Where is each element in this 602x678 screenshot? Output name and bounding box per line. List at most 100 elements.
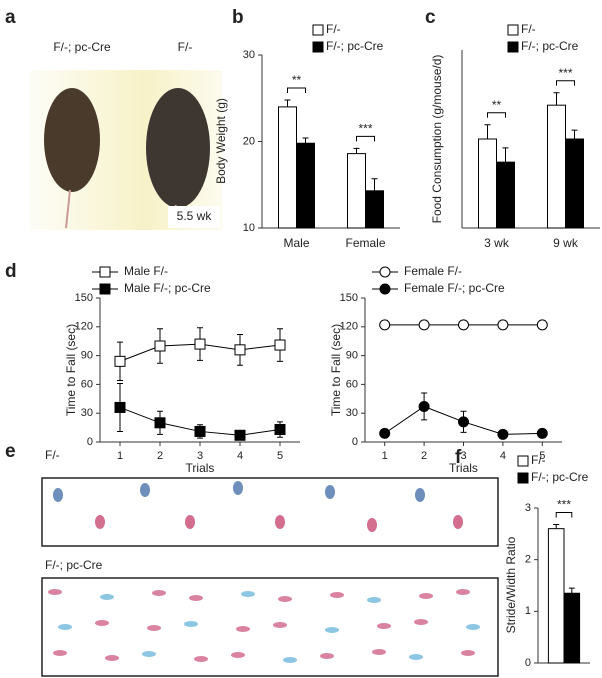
print <box>241 591 255 597</box>
point <box>114 355 126 367</box>
legend-label: Female F/-; pc-Cre <box>404 281 505 295</box>
x-tick-label: 1 <box>382 450 388 462</box>
print <box>53 488 63 502</box>
x-axis-label: Trials <box>449 461 478 475</box>
x-axis-label: Trials <box>186 461 215 475</box>
photo-age: 5.5 wk <box>177 209 213 223</box>
legend-label: F/- <box>521 22 536 36</box>
print <box>456 589 470 595</box>
point <box>114 401 126 413</box>
significance-bracket <box>555 512 573 518</box>
point <box>154 417 166 429</box>
legend-marker <box>379 266 391 278</box>
x-tick-label: 9 wk <box>553 236 579 250</box>
legend-label: Male F/- <box>124 264 168 278</box>
print <box>53 650 67 656</box>
print <box>142 651 156 657</box>
print <box>58 624 72 630</box>
print <box>275 515 285 529</box>
print <box>367 597 381 603</box>
print <box>320 653 334 659</box>
point <box>234 429 246 441</box>
x-tick-label: 3 <box>460 450 466 462</box>
print <box>466 624 480 630</box>
y-axis-label: Stride/Width Ratio <box>504 536 518 633</box>
error-bar <box>568 587 575 594</box>
y-tick-label: 0 <box>525 657 531 669</box>
significance: *** <box>358 122 372 136</box>
y-axis-label: Food Consumption (g/mouse/d) <box>430 55 444 224</box>
y-tick-label: 150 <box>340 292 358 304</box>
point <box>458 416 469 428</box>
print <box>372 649 386 655</box>
x-tick-label: Female <box>345 236 385 250</box>
print <box>189 595 203 601</box>
point <box>154 340 166 352</box>
error-bar <box>484 124 491 139</box>
panel-letter: b <box>232 7 244 28</box>
print <box>409 654 423 660</box>
legend-label: Male F/-; pc-Cre <box>124 281 211 295</box>
legend-marker <box>379 283 391 295</box>
panel-letter: d <box>5 261 17 282</box>
y-tick-label: 90 <box>81 350 93 362</box>
y-tick-label: 0 <box>352 436 358 448</box>
bar <box>563 592 581 664</box>
mouse <box>44 88 100 192</box>
print <box>147 625 161 631</box>
print <box>461 650 475 656</box>
y-tick-label: 60 <box>346 378 358 390</box>
y-axis-label: Time to Fall (sec) <box>64 324 78 416</box>
y-tick-label: 10 <box>243 222 255 234</box>
legend-swatch <box>507 41 519 53</box>
bar <box>565 138 584 229</box>
print <box>95 515 105 529</box>
print <box>194 656 208 662</box>
print <box>140 483 150 497</box>
error-bar <box>371 178 378 191</box>
footprint-box <box>41 477 499 547</box>
print <box>273 622 287 628</box>
panel-letter: a <box>5 7 16 28</box>
x-tick-label: 3 wk <box>484 236 510 250</box>
point <box>536 427 548 439</box>
print <box>325 485 335 499</box>
point <box>194 338 206 350</box>
y-tick-label: 30 <box>81 407 93 419</box>
print <box>152 590 166 596</box>
point <box>274 339 286 351</box>
legend-label: F/-; pc-Cre <box>326 39 384 53</box>
footprint-label: F/- <box>45 448 60 462</box>
footprints <box>48 481 480 663</box>
panel-letter: c <box>425 7 436 28</box>
legend-swatch <box>517 472 529 484</box>
y-axis-label: Time to Fall (sec) <box>329 324 343 416</box>
significance-bracket <box>356 135 375 142</box>
panel-letter: f <box>455 447 462 468</box>
print <box>367 518 377 532</box>
legend-label: F/- <box>326 22 341 36</box>
legend-label: Female F/- <box>404 264 462 278</box>
error-bar <box>553 524 560 529</box>
x-tick-label: 1 <box>117 450 123 462</box>
x-tick-label: 5 <box>277 450 283 462</box>
error-bar <box>571 129 578 139</box>
significance: *** <box>558 66 572 80</box>
print <box>453 515 463 529</box>
bar <box>547 528 565 664</box>
y-axis-label: Body Weight (g) <box>214 98 228 184</box>
print <box>377 623 391 629</box>
label-box <box>168 206 220 228</box>
significance-bracket <box>487 112 506 118</box>
point <box>274 424 286 436</box>
error-bar <box>302 137 309 144</box>
photo-label: F/- <box>178 40 193 54</box>
bar <box>496 161 515 229</box>
print <box>419 593 433 599</box>
y-tick-label: 1 <box>525 605 531 617</box>
point <box>418 319 430 331</box>
x-tick-label: 2 <box>421 450 427 462</box>
y-tick-label: 120 <box>340 321 358 333</box>
y-tick-label: 90 <box>346 350 358 362</box>
error-bar <box>502 147 509 163</box>
